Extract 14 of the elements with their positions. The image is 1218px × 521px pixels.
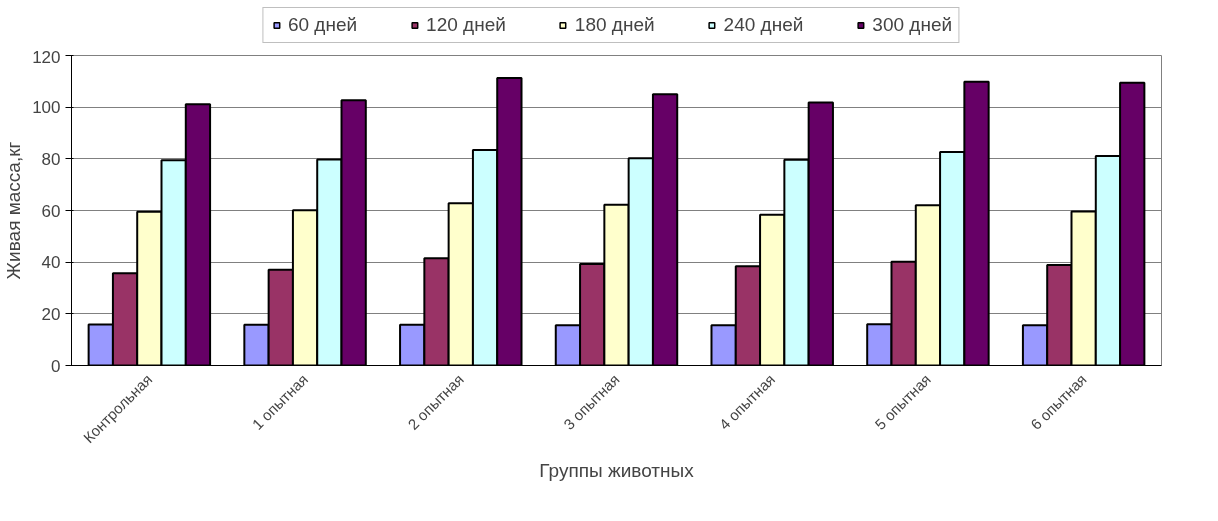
y-tick-label: 60: [41, 201, 61, 221]
y-tick-label: 0: [51, 356, 61, 376]
y-axis-title: Живая масса,кг: [3, 141, 25, 280]
legend-label: 180 дней: [574, 14, 655, 36]
legend-label: 120 дней: [426, 14, 506, 36]
y-tick-label: 20: [41, 304, 61, 324]
y-tick-label: 80: [41, 149, 61, 169]
legend-label: 240 дней: [723, 14, 804, 36]
y-tick-label: 100: [32, 98, 61, 118]
x-axis-title: Группы животных: [539, 460, 695, 482]
y-tick-label: 120: [32, 47, 61, 67]
legend-label: 300 дней: [872, 14, 953, 36]
legend-label: 60 дней: [287, 14, 358, 36]
y-tick-label: 40: [41, 253, 61, 273]
